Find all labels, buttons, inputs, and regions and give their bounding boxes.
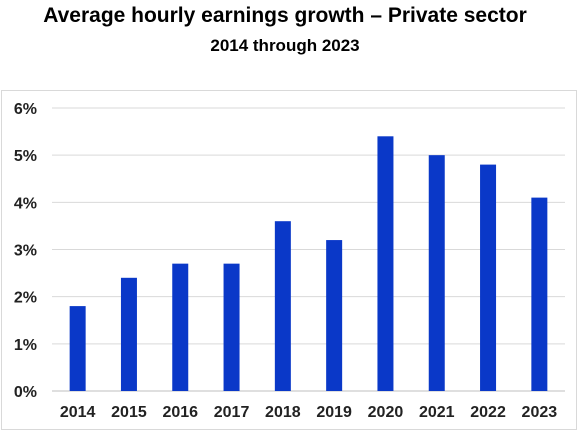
x-tick-label: 2016: [162, 404, 198, 421]
bar-2015: [120, 277, 137, 391]
y-tick-label: 1%: [14, 337, 37, 354]
y-tick-label: 2%: [14, 290, 37, 307]
bar-2016: [172, 263, 189, 391]
y-tick-label: 6%: [14, 101, 37, 118]
x-tick-label: 2022: [470, 404, 506, 421]
x-tick-label: 2014: [60, 404, 96, 421]
x-tick-label: 2019: [316, 404, 352, 421]
x-tick-label: 2020: [368, 404, 404, 421]
bar-2014: [69, 306, 86, 391]
bar-2021: [428, 155, 445, 391]
bar-2018: [274, 221, 291, 391]
x-tick-label: 2023: [522, 404, 558, 421]
bar-2020: [377, 136, 394, 391]
bar-2019: [326, 240, 343, 391]
y-tick-label: 3%: [14, 243, 37, 260]
x-tick-label: 2015: [111, 404, 147, 421]
y-tick-label: 5%: [14, 148, 37, 165]
x-tick-label: 2018: [265, 404, 301, 421]
bar-2022: [480, 164, 497, 391]
chart-subtitle: 2014 through 2023: [210, 36, 360, 55]
x-tick-label: 2017: [214, 404, 250, 421]
y-tick-label: 0%: [14, 384, 37, 401]
x-tick-label: 2021: [419, 404, 455, 421]
bar-2023: [531, 197, 548, 391]
chart-title: Average hourly earnings growth – Private…: [43, 4, 527, 27]
y-tick-label: 4%: [14, 195, 37, 212]
bar-2017: [223, 263, 240, 391]
chart-frame: [1, 90, 577, 430]
